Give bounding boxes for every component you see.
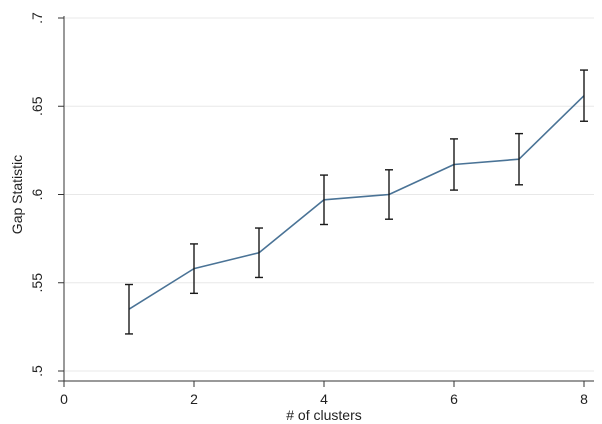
y-tick-label-2: .6 [29, 188, 45, 200]
x-tick-label-4: 8 [580, 391, 588, 407]
y-tick-label-0: .5 [29, 365, 45, 377]
y-axis-title: Gap Statistic [9, 155, 25, 234]
error-bar-1 [125, 283, 133, 335]
y-tick-label-4: .7 [29, 12, 45, 24]
series-layer [128, 95, 585, 310]
y-tick-label-3: .65 [29, 96, 45, 116]
y-axis-ticks: .5 .55 .6 .65 .7 [29, 12, 64, 377]
x-tick-label-2: 4 [320, 391, 328, 407]
error-bar-2 [190, 243, 198, 295]
error-bar-5 [385, 169, 393, 220]
axes [58, 16, 594, 382]
error-bar-8 [580, 69, 588, 122]
error-bar-6 [450, 138, 458, 191]
error-bar-7 [515, 132, 523, 186]
y-tick-label-1: .55 [29, 273, 45, 293]
x-tick-label-1: 2 [190, 391, 198, 407]
error-bar-3 [255, 227, 263, 279]
error-bars [125, 69, 588, 335]
x-axis-ticks: 0 2 4 6 8 [60, 381, 588, 407]
x-tick-label-0: 0 [60, 391, 68, 407]
x-tick-label-3: 6 [450, 391, 458, 407]
error-bar-4 [320, 174, 328, 226]
gridlines [65, 17, 594, 372]
series-line-0 [128, 95, 585, 310]
x-axis-title: # of clusters [286, 407, 361, 423]
